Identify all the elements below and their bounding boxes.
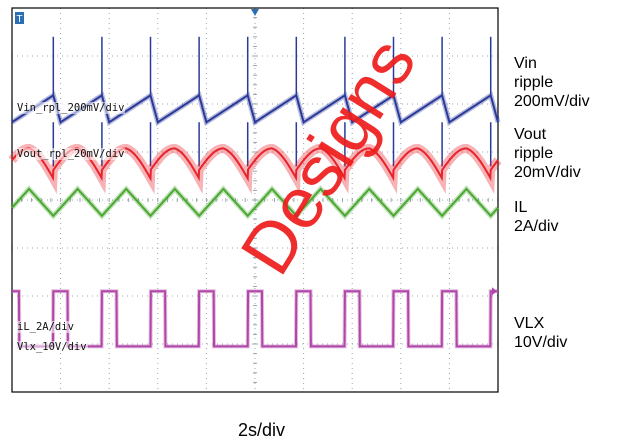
vin-legend-label: Vin ripple 200mV/div: [514, 55, 590, 110]
trigger-marker-icon: [15, 12, 24, 24]
trigger-position-icon: [251, 9, 259, 16]
trace-vlx: [12, 289, 498, 349]
scope-markers: T: [15, 9, 497, 296]
timebase-label: 2s/div: [238, 420, 286, 440]
trace-vin: [10, 36, 501, 167]
trace-il: [10, 185, 500, 220]
trace-vlx-line: [12, 290, 498, 348]
scope-frame: [11, 7, 499, 393]
il-legend-label: IL 2A/div: [514, 199, 559, 235]
vin-channel-tag: Vin_rpl_200mV/div: [16, 102, 126, 114]
waveform-traces: [8, 36, 502, 349]
trace-vout-line: [11, 147, 499, 182]
trigger-marker-label: T: [17, 14, 23, 25]
vout-channel-tag: Vout_rpl_20mV/div: [16, 148, 126, 160]
vlx-legend-label: VLX 10V/div: [514, 315, 568, 351]
il-channel-tag: iL_2A/div: [16, 321, 75, 333]
vlx-channel-tag: Vlx_10V/div: [16, 341, 88, 353]
vout-legend-label: Vout ripple 20mV/div: [514, 126, 581, 181]
trace-vin-line: [11, 93, 499, 124]
trace-il-line: [11, 187, 499, 218]
trace-vout: [8, 143, 502, 194]
channel-offset-icon: [492, 287, 497, 296]
